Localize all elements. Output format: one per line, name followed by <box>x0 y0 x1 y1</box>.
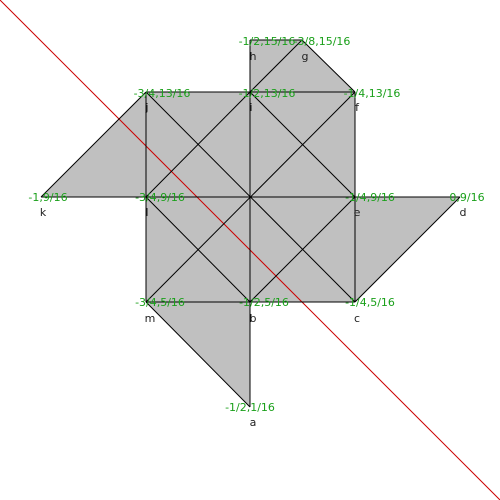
vertex-label-j: j <box>144 101 148 114</box>
coord-label-l: -3/4,9/16 <box>135 191 185 204</box>
edge-f-m <box>145 91 356 303</box>
vertex-label-c: c <box>354 312 360 325</box>
coord-label-a: -1/2,1/16 <box>225 401 275 414</box>
vertex-label-k: k <box>40 206 47 219</box>
vertex-label-b: b <box>250 312 257 325</box>
coord-label-d: 0,9/16 <box>449 191 484 204</box>
labels-group: -1/2,1/16 a -1/2,5/16 b -1/4,5/16 c 0,9/… <box>28 35 484 429</box>
vertex-label-e: e <box>354 206 361 219</box>
edge-k-j <box>40 91 147 198</box>
edge-g-i <box>249 39 303 93</box>
coord-label-i: -1/2,13/16 <box>239 87 296 100</box>
vertex-label-i: i <box>249 101 252 114</box>
edge-g-f <box>301 39 356 93</box>
edge-d-c <box>354 196 461 303</box>
vertex-label-g: g <box>302 50 309 63</box>
coord-label-g: -3/8,15/16 <box>294 35 351 48</box>
edge-i-e <box>249 91 356 198</box>
edges-group <box>40 39 461 408</box>
edge-m-a <box>145 301 251 408</box>
coord-label-k: -1,9/16 <box>28 191 67 204</box>
coord-label-b: -1/2,5/16 <box>239 296 289 309</box>
edge-l-b <box>145 196 251 303</box>
coord-label-e: -1/4,9/16 <box>345 191 395 204</box>
coord-label-h: -1/2,15/16 <box>239 35 296 48</box>
vertex-label-d: d <box>460 206 467 219</box>
coord-label-m: -3/4,5/16 <box>135 296 185 309</box>
vertex-label-a: a <box>250 416 257 429</box>
vertex-label-f: f <box>355 101 360 114</box>
edge-e-b <box>249 196 356 303</box>
coord-label-c: -1/4,5/16 <box>345 296 395 309</box>
coord-label-j: -3/4,13/16 <box>134 87 191 100</box>
vertex-label-l: l <box>145 206 148 219</box>
vertex-label-m: m <box>145 312 156 325</box>
coord-label-f: -1/4,13/16 <box>344 87 401 100</box>
vertex-label-h: h <box>250 50 257 63</box>
face-flap-top <box>250 40 355 92</box>
edge-i-l <box>145 91 251 198</box>
